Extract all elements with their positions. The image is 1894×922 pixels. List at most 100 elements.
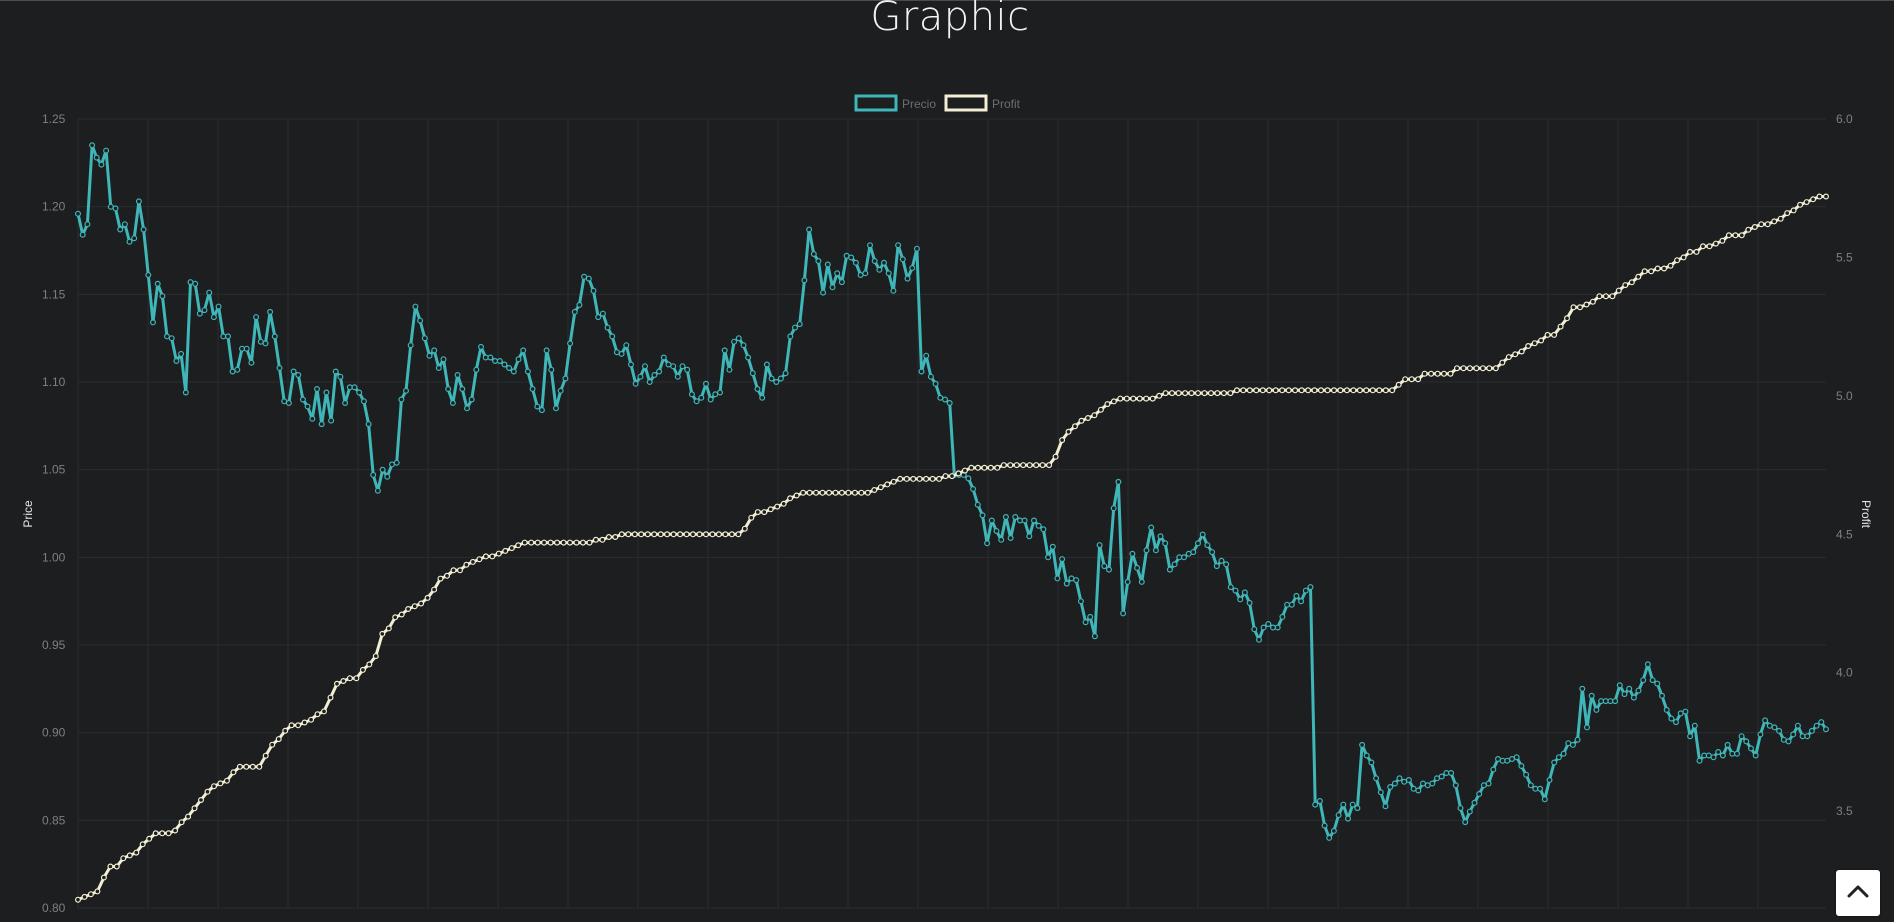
- data-point-precio: [1762, 717, 1769, 724]
- data-point-precio: [698, 394, 705, 401]
- data-point-precio: [754, 386, 761, 393]
- data-point-profit: [1499, 359, 1506, 366]
- data-point-profit: [560, 539, 567, 546]
- data-point-profit: [767, 506, 774, 513]
- data-point-precio: [164, 333, 171, 340]
- data-point-precio: [1419, 780, 1426, 787]
- data-point-profit: [1693, 248, 1700, 255]
- data-point-precio: [1068, 575, 1075, 582]
- data-point-precio: [1387, 783, 1394, 790]
- data-point-precio: [1433, 775, 1440, 782]
- data-point-precio: [1260, 624, 1267, 631]
- data-point-precio: [1354, 805, 1361, 812]
- data-point-profit: [1013, 462, 1020, 469]
- data-point-precio: [1574, 736, 1581, 743]
- data-point-profit: [1311, 387, 1318, 394]
- data-point-precio: [1213, 563, 1220, 570]
- data-point-precio: [285, 400, 292, 407]
- data-point-profit: [754, 509, 761, 516]
- scroll-to-top-button[interactable]: [1836, 870, 1880, 916]
- data-point-precio: [524, 368, 531, 375]
- data-point-profit: [1434, 370, 1441, 377]
- data-point-profit: [502, 547, 509, 554]
- data-point-profit: [495, 550, 502, 557]
- data-point-precio: [1405, 776, 1412, 783]
- data-point-profit: [1784, 210, 1791, 217]
- data-point-precio: [1616, 682, 1623, 689]
- data-point-precio: [918, 368, 925, 375]
- data-point-precio: [660, 354, 667, 361]
- data-point-profit: [359, 666, 366, 673]
- data-point-precio: [1049, 543, 1056, 550]
- data-point-precio: [1077, 598, 1084, 605]
- data-point-profit: [1207, 390, 1214, 397]
- y-axis-left-tick: 0.90: [42, 726, 66, 740]
- data-point-precio: [740, 342, 747, 349]
- data-point-precio: [1326, 834, 1333, 841]
- data-point-precio: [417, 317, 424, 324]
- data-point-precio: [384, 473, 391, 480]
- data-point-profit: [1790, 207, 1797, 214]
- data-point-profit: [631, 531, 638, 538]
- data-point-precio: [1551, 759, 1558, 766]
- data-point-precio: [1227, 584, 1234, 591]
- data-point-precio: [510, 368, 517, 375]
- data-point-precio: [1349, 801, 1356, 808]
- data-point-precio: [895, 242, 902, 249]
- data-point-profit: [871, 487, 878, 494]
- data-point-precio: [1752, 752, 1759, 759]
- data-point-profit: [120, 855, 127, 862]
- data-point-profit: [651, 531, 658, 538]
- series-profit: [74, 193, 1829, 903]
- data-point-profit: [1279, 387, 1286, 394]
- data-point-precio: [1466, 808, 1473, 815]
- data-point-precio: [173, 358, 180, 365]
- data-point-precio: [1279, 613, 1286, 620]
- data-point-precio: [187, 279, 194, 286]
- data-point-profit: [489, 553, 496, 560]
- data-point-precio: [1265, 620, 1272, 627]
- data-point-profit: [1227, 390, 1234, 397]
- data-point-precio: [398, 396, 405, 403]
- data-point-profit: [275, 736, 282, 743]
- data-point-precio: [871, 258, 878, 265]
- data-point-precio: [1658, 692, 1665, 699]
- data-point-profit: [961, 467, 968, 474]
- data-point-precio: [773, 379, 780, 386]
- data-point-precio: [1729, 750, 1736, 757]
- data-point-precio: [1776, 727, 1783, 734]
- data-point-precio: [1246, 599, 1253, 606]
- data-point-profit: [689, 531, 696, 538]
- data-point-profit: [948, 473, 955, 480]
- data-point-precio: [440, 356, 447, 363]
- data-point-precio: [1452, 782, 1459, 789]
- data-point-profit: [612, 533, 619, 540]
- data-point-profit: [159, 830, 166, 837]
- data-point-precio: [93, 154, 100, 161]
- data-point-precio: [445, 386, 452, 393]
- data-point-profit: [1343, 387, 1350, 394]
- data-point-precio: [618, 350, 625, 357]
- data-point-precio: [435, 365, 442, 372]
- data-point-precio: [745, 354, 752, 361]
- data-point-precio: [243, 345, 250, 352]
- data-point-precio: [1340, 801, 1347, 808]
- data-point-precio: [866, 242, 873, 249]
- data-point-precio: [576, 301, 583, 308]
- data-point-profit: [1097, 406, 1104, 413]
- data-point-profit: [314, 711, 321, 718]
- data-point-precio: [1541, 796, 1548, 803]
- data-point-profit: [968, 464, 975, 471]
- data-point-precio: [1368, 759, 1375, 766]
- data-point-profit: [1395, 381, 1402, 388]
- data-point-precio: [562, 375, 569, 382]
- data-point-profit: [1460, 365, 1467, 372]
- data-point-precio: [1438, 773, 1445, 780]
- legend-swatch-profit: [944, 94, 988, 112]
- data-point-profit: [1084, 415, 1091, 422]
- data-point-precio: [1040, 526, 1047, 533]
- data-point-profit: [903, 475, 910, 482]
- data-point-precio: [1668, 715, 1675, 722]
- data-point-profit: [1466, 365, 1473, 372]
- data-point-profit: [469, 558, 476, 565]
